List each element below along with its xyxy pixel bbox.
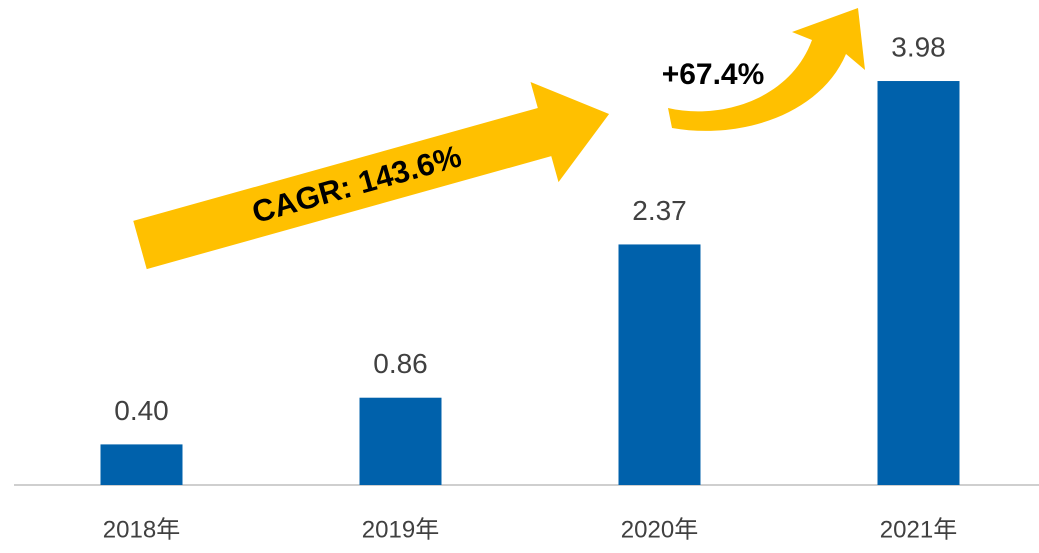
arrow-shape (133, 81, 610, 270)
cagr-arrow: CAGR: 143.6% (133, 81, 610, 270)
x-tick-label: 2021年 (880, 516, 957, 543)
bar (359, 397, 442, 485)
growth-arrow (668, 8, 865, 131)
x-tick-label: 2019年 (362, 516, 439, 543)
value-label: 0.40 (114, 395, 169, 426)
value-label: 0.86 (373, 348, 428, 379)
x-tick-label: 2020年 (621, 516, 698, 543)
bar (618, 244, 701, 485)
value-label: 2.37 (632, 195, 687, 226)
bar (877, 81, 960, 485)
x-tick-label: 2018年 (103, 516, 180, 543)
annotation: +67.4% (662, 58, 765, 91)
value-label: 3.98 (891, 31, 946, 62)
bar (100, 444, 183, 485)
